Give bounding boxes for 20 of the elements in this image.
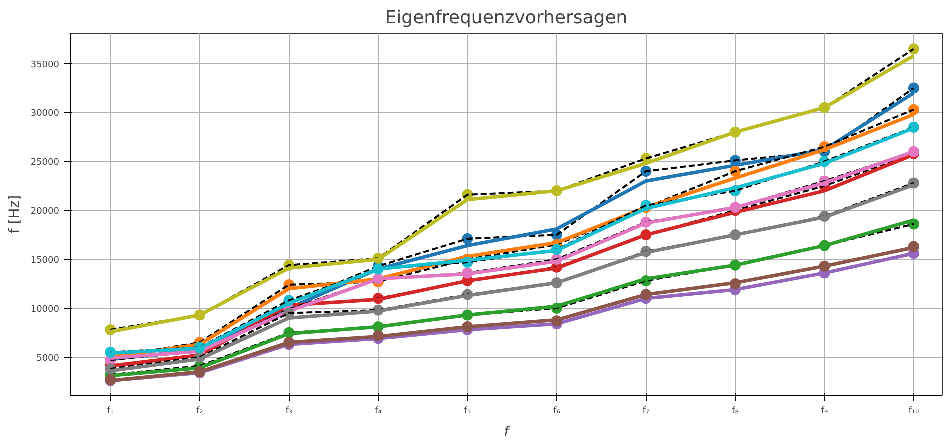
x-tick-label: f₆ xyxy=(554,406,561,416)
y-axis-title: f [Hz] xyxy=(6,195,23,234)
x-tick-label: f₉ xyxy=(821,406,828,416)
chart-title: Eigenfrequenzvorhersagen xyxy=(385,8,628,28)
y-tick-label: 30000 xyxy=(30,109,60,120)
x-tick-label: f₈ xyxy=(732,406,740,416)
y-tick-label: 5000 xyxy=(36,354,60,364)
x-tick-label: f₂ xyxy=(196,406,204,416)
y-tick-label: 10000 xyxy=(30,304,60,315)
x-axis-title: f xyxy=(504,424,512,440)
y-tick-label: 35000 xyxy=(30,60,60,70)
x-tick-label: f₅ xyxy=(464,406,472,416)
y-tick-label: 20000 xyxy=(30,207,60,218)
x-tick-label: f₃ xyxy=(286,406,293,416)
x-tick-label: f₁ xyxy=(107,406,114,416)
x-tick-label: f₄ xyxy=(375,406,382,416)
x-tick-label: f₇ xyxy=(642,406,650,416)
y-tick-label: 15000 xyxy=(30,256,60,266)
y-tick-label: 25000 xyxy=(30,158,60,168)
x-tick-label: f₁₀ xyxy=(908,406,920,416)
